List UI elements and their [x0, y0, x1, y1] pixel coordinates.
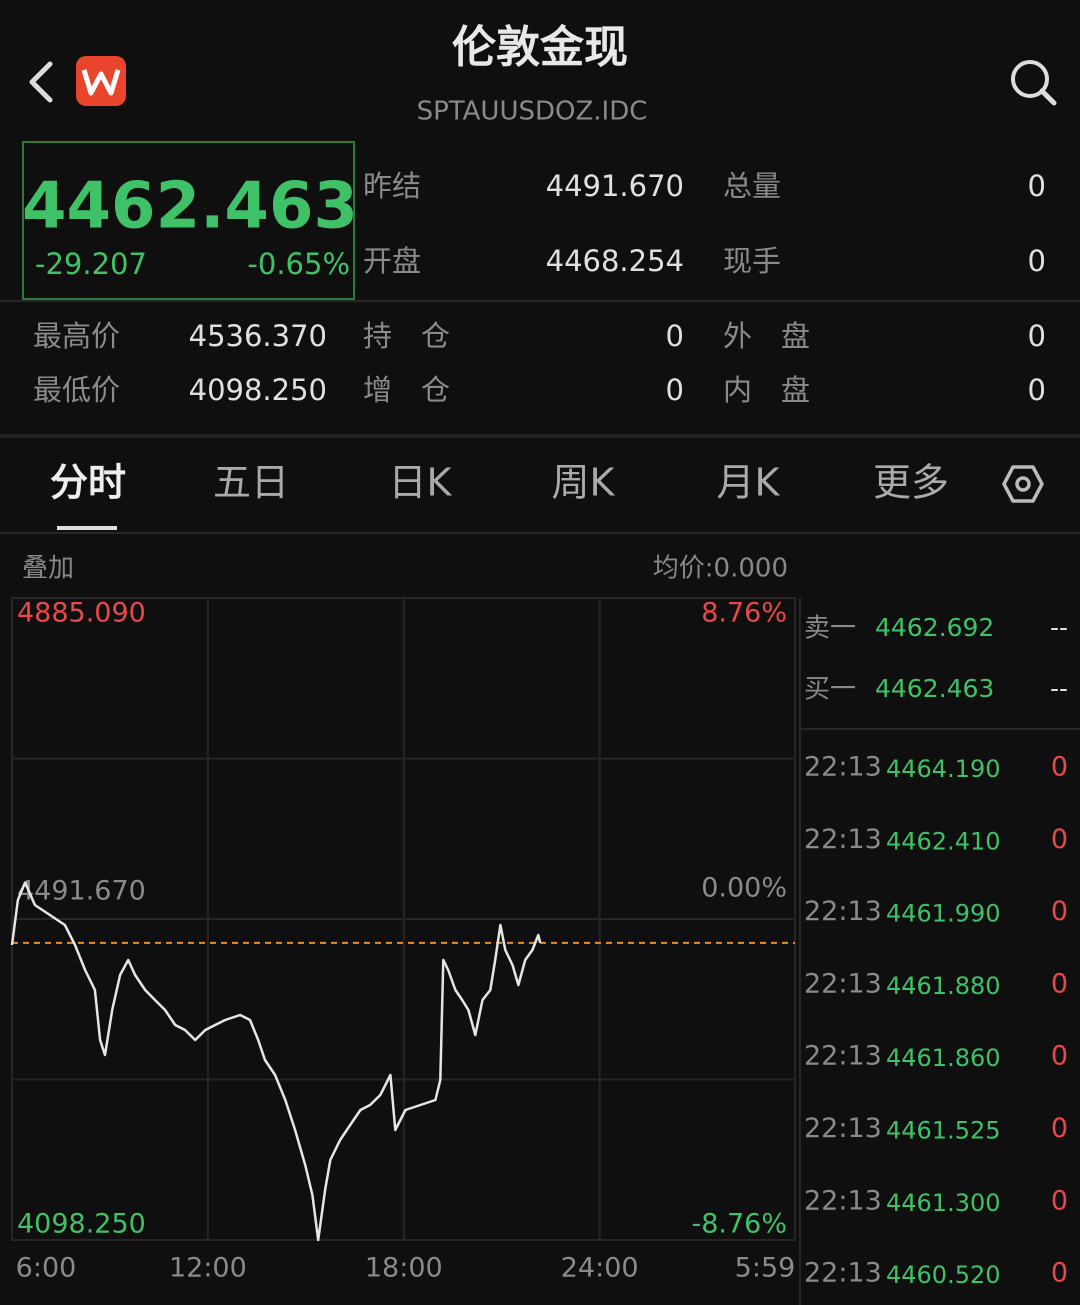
tab[interactable]: 五日 [213, 461, 289, 505]
stat-value: 4536.370 [189, 319, 327, 353]
book-volume: -- [1050, 674, 1068, 703]
y2-tick-label: -8.76% [691, 1209, 787, 1240]
stat-label: 最高价 [33, 319, 120, 353]
trade-time: 22:13 [804, 1041, 882, 1072]
stat-label: 外 盘 [723, 319, 810, 353]
y2-tick-label: 0.00% [701, 873, 787, 904]
trade-volume: 0 [1051, 1041, 1068, 1072]
stat-value: 4098.250 [189, 373, 327, 407]
x-tick-label: 24:00 [561, 1253, 639, 1284]
settings-button[interactable] [1002, 465, 1044, 503]
stat-label: 总量 [723, 169, 781, 203]
book-volume: -- [1050, 613, 1068, 642]
book-label: 买一 [804, 675, 856, 705]
price-change: -29.207 [35, 247, 147, 281]
stat-label: 增 仓 [363, 373, 450, 407]
trade-price: 4461.880 [886, 972, 1001, 1000]
trade-time: 22:13 [804, 896, 882, 927]
tab[interactable]: 日K [389, 461, 453, 505]
divider [0, 434, 1080, 438]
trade-volume: 0 [1051, 1113, 1068, 1144]
stat-label: 持 仓 [363, 319, 450, 353]
trade-volume: 0 [1051, 896, 1068, 927]
trade-volume: 0 [1051, 824, 1068, 855]
instrument-code: SPTAUUSDOZ.IDC [417, 97, 648, 127]
trade-price: 4461.525 [886, 1117, 1001, 1145]
stat-value: 4468.254 [546, 244, 684, 278]
y-tick-label: 4098.250 [17, 1209, 146, 1240]
tab[interactable]: 周K [552, 461, 616, 505]
trade-price: 4461.990 [886, 900, 1001, 928]
trade-time: 22:13 [804, 1113, 882, 1144]
price-line [10, 881, 542, 1242]
stat-label: 开盘 [363, 244, 421, 278]
book-price: 4462.463 [875, 674, 994, 703]
stat-value: 4491.670 [546, 169, 684, 203]
stat-value: 0 [1028, 169, 1046, 203]
price-box [22, 141, 355, 300]
trade-time: 22:13 [804, 1258, 882, 1289]
trade-volume: 0 [1051, 968, 1068, 999]
tab[interactable]: 分时 [50, 461, 126, 505]
stat-value: 0 [1028, 373, 1046, 407]
trade-volume: 0 [1051, 752, 1068, 783]
stat-value: 0 [666, 373, 684, 407]
back-button[interactable] [29, 61, 53, 103]
y2-tick-label: 8.76% [701, 598, 787, 629]
book-price: 4462.692 [875, 613, 994, 642]
stat-label: 内 盘 [723, 373, 810, 407]
x-tick-label: 6:00 [16, 1253, 77, 1284]
tab[interactable]: 更多 [873, 461, 949, 505]
trade-volume: 0 [1051, 1185, 1068, 1216]
stat-label: 最低价 [33, 373, 120, 407]
stat-label: 昨结 [363, 169, 421, 203]
trade-volume: 0 [1051, 1258, 1068, 1289]
stat-label: 现手 [723, 244, 781, 278]
trade-price: 4464.190 [886, 755, 1001, 783]
y-tick-label: 4885.090 [17, 598, 146, 629]
stat-value: 0 [1028, 244, 1046, 278]
stat-value: 0 [666, 319, 684, 353]
x-tick-label: 18:00 [365, 1253, 443, 1284]
x-tick-label: 5:59 [735, 1253, 796, 1284]
x-tick-label: 12:00 [169, 1253, 247, 1284]
y-tick-label: 4491.670 [17, 876, 146, 907]
trade-time: 22:13 [804, 968, 882, 999]
trade-price: 4461.300 [886, 1189, 1001, 1217]
avg-price: 均价:0.000 [653, 554, 788, 584]
trade-price: 4461.860 [886, 1044, 1001, 1072]
trade-time: 22:13 [804, 1185, 882, 1216]
stat-value: 0 [1028, 319, 1046, 353]
price-change-pct: -0.65% [247, 247, 350, 281]
last-price: 4462.463 [22, 170, 358, 244]
trade-time: 22:13 [804, 824, 882, 855]
trade-price: 4460.520 [886, 1261, 1001, 1289]
page-title: 伦敦金现 [452, 22, 628, 73]
trade-time: 22:13 [804, 752, 882, 783]
trade-price: 4462.410 [886, 827, 1001, 855]
book-label: 卖一 [804, 614, 856, 644]
search-button[interactable] [1011, 60, 1057, 106]
app-logo [76, 56, 126, 106]
overlay-button[interactable]: 叠加 [22, 554, 74, 584]
tab[interactable]: 月K [717, 461, 781, 505]
active-tab-indicator [57, 526, 117, 530]
